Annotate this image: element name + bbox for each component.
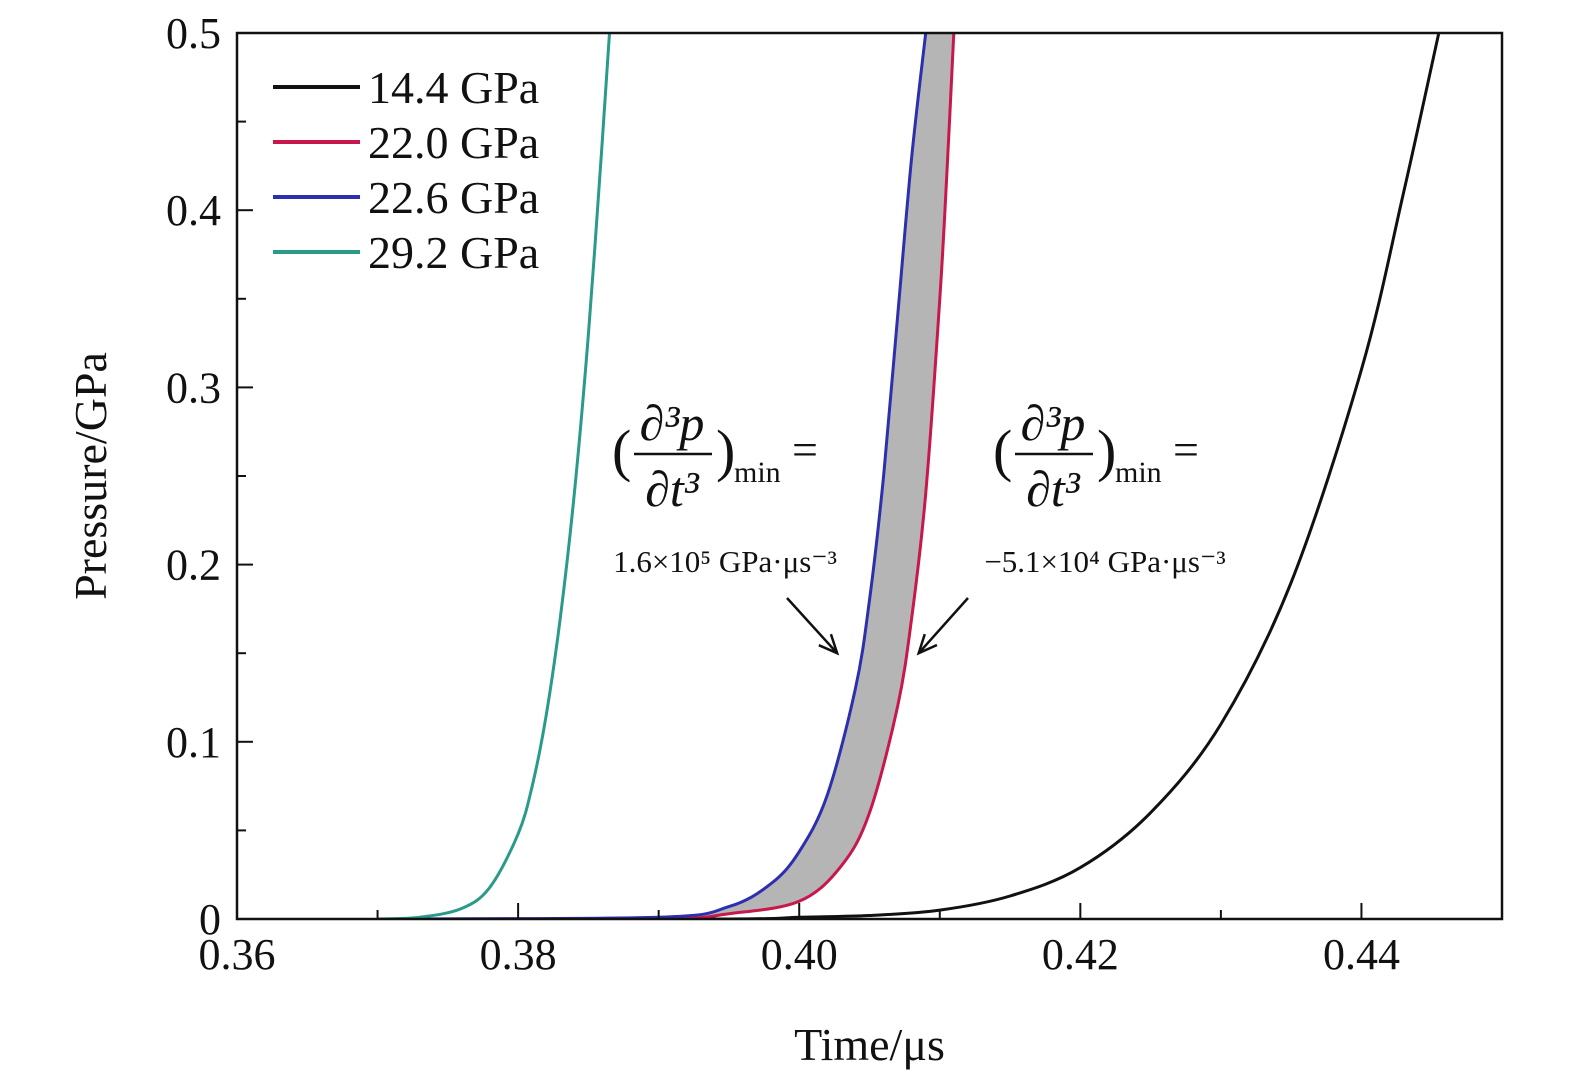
x-tick-label-4: 0.44 bbox=[1323, 930, 1400, 979]
y-tick-label-4: 0.4 bbox=[166, 186, 221, 235]
annotation-0-paren-close: ) bbox=[716, 418, 735, 483]
y-tick-label-5: 0.5 bbox=[166, 9, 221, 58]
annotation-1-value: −5.1×10⁴ GPa·μs⁻³ bbox=[984, 544, 1225, 579]
annotation-0-subscript: min bbox=[734, 456, 781, 489]
annotation-0-numerator: ∂³p bbox=[640, 395, 705, 451]
annotation-1-denominator: ∂t³ bbox=[1026, 461, 1081, 517]
legend-label-3: 29.2 GPa bbox=[368, 227, 539, 278]
series-line-3 bbox=[377, 33, 611, 919]
annotation-0-arrow-head bbox=[818, 633, 840, 656]
annotation-1-paren-close: ) bbox=[1097, 418, 1116, 483]
y-tick-label-0: 0 bbox=[199, 895, 221, 944]
y-axis-label: Pressure/GPa bbox=[65, 352, 116, 600]
annotation-0-equals: = bbox=[792, 424, 818, 475]
x-axis-label: Time/μs bbox=[794, 1019, 945, 1070]
tick-layer: 0.36 0.38 0.40 0.42 0.44 0 0.1 0.2 0.3 0.4 0.5 bbox=[166, 9, 1503, 979]
annotation-0: (∂³p ∂t³)min = 1.6×10⁵ GPa·μs⁻³ bbox=[612, 395, 840, 656]
annotation-1-arrow-shaft bbox=[917, 597, 969, 655]
annotation-1-equals: = bbox=[1173, 424, 1199, 475]
legend-label-2: 22.6 GPa bbox=[368, 172, 539, 223]
y-tick-label-3: 0.3 bbox=[166, 363, 221, 412]
y-tick-label-1: 0.1 bbox=[166, 718, 221, 767]
series-line-1 bbox=[377, 33, 956, 919]
legend-label-1: 22.0 GPa bbox=[368, 117, 539, 168]
x-tick-label-3: 0.42 bbox=[1042, 930, 1119, 979]
annotation-0-arrow-shaft bbox=[786, 597, 839, 655]
annotation-0-value: 1.6×10⁵ GPa·μs⁻³ bbox=[613, 544, 837, 579]
annotation-1-numerator: ∂³p bbox=[1021, 395, 1086, 451]
legend-label-0: 14.4 GPa bbox=[368, 62, 539, 113]
annotation-1-subscript: min bbox=[1115, 456, 1162, 489]
annotation-0-paren-open: ( bbox=[612, 418, 631, 483]
x-tick-label-0: 0.36 bbox=[199, 930, 276, 979]
annotation-layer: (∂³p∂t³)min =1.6×10⁵ GPa·μs⁻³(∂³p∂t³)min =… bbox=[612, 395, 1226, 656]
x-tick-label-1: 0.38 bbox=[480, 930, 557, 979]
x-tick-label-2: 0.40 bbox=[761, 930, 838, 979]
series-line-2 bbox=[377, 33, 928, 919]
annotation-0-denominator: ∂t³ bbox=[645, 461, 700, 517]
annotation-1: (∂³p ∂t³)min = −5.1×10⁴ GPa·μs⁻³ bbox=[916, 395, 1226, 656]
y-tick-label-2: 0.2 bbox=[166, 541, 221, 590]
annotation-1-paren-open: ( bbox=[993, 418, 1012, 483]
annotation-1-arrow-head bbox=[916, 633, 938, 656]
